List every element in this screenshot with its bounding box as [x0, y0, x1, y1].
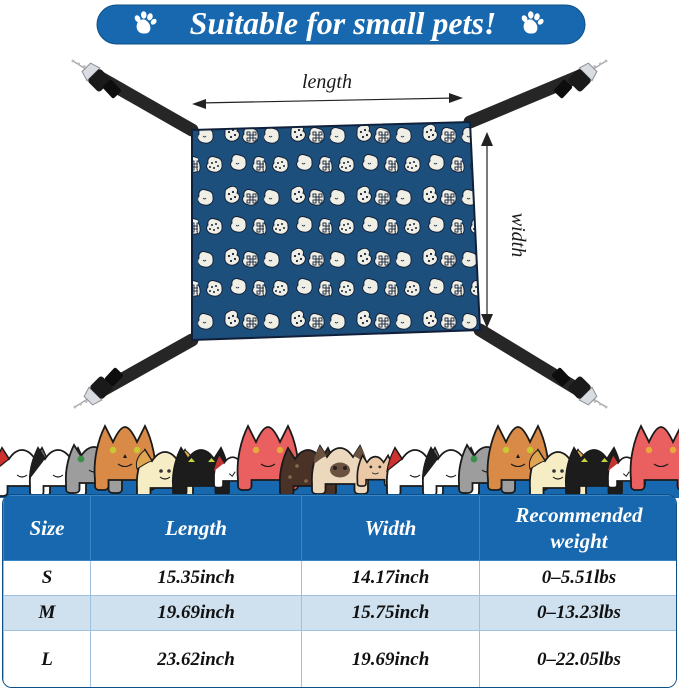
- svg-text:width: width: [507, 213, 529, 257]
- svg-text:length: length: [302, 71, 352, 93]
